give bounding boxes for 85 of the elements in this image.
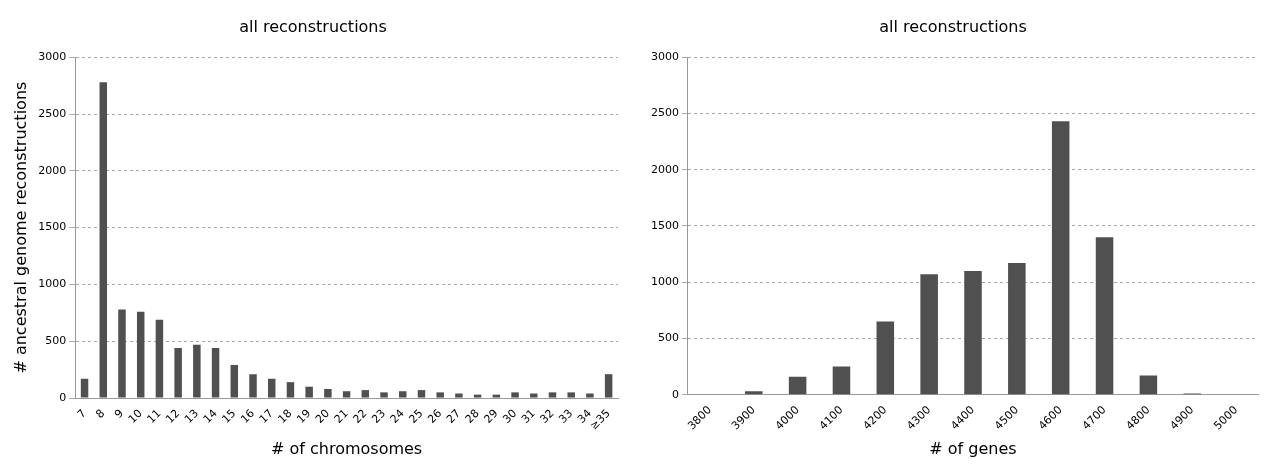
bar bbox=[305, 386, 313, 398]
x-tick-label: 18 bbox=[275, 406, 295, 426]
x-tick-label: 28 bbox=[462, 406, 482, 426]
bar bbox=[380, 392, 388, 398]
x-tick-label: 26 bbox=[425, 406, 445, 426]
x-tick-label: 27 bbox=[443, 406, 464, 426]
bar bbox=[586, 393, 594, 398]
bar bbox=[193, 344, 201, 398]
y-tick-label: 500 bbox=[45, 334, 67, 348]
bar bbox=[249, 374, 257, 398]
bar bbox=[511, 392, 519, 398]
y-tick-label: 1500 bbox=[38, 220, 67, 234]
chart-title: all reconstructions bbox=[239, 16, 387, 36]
bar bbox=[286, 382, 295, 398]
bar bbox=[473, 394, 482, 398]
x-tick-label: 16 bbox=[238, 406, 258, 426]
x-tick-label: 11 bbox=[144, 406, 164, 426]
y-tick-label: 2000 bbox=[38, 163, 67, 177]
x-tick-label: 7 bbox=[74, 406, 89, 421]
y-tick-label: 3000 bbox=[38, 50, 67, 64]
bar bbox=[417, 390, 426, 398]
x-tick-label: 22 bbox=[350, 406, 370, 426]
bar bbox=[455, 393, 463, 398]
bar bbox=[324, 388, 332, 398]
bar bbox=[920, 274, 938, 395]
bar bbox=[567, 392, 575, 398]
chart-title: all reconstructions bbox=[879, 16, 1027, 36]
x-tick-label: 21 bbox=[331, 406, 351, 426]
bar bbox=[99, 82, 108, 398]
bar bbox=[1051, 121, 1070, 395]
x-tick-label: 30 bbox=[500, 406, 520, 426]
x-tick-label: 24 bbox=[387, 406, 407, 426]
bar bbox=[964, 270, 982, 395]
x-tick-label: 12 bbox=[163, 406, 183, 426]
x-tick-label: 23 bbox=[369, 406, 389, 426]
x-tick-label: 19 bbox=[294, 406, 314, 426]
bar bbox=[604, 374, 613, 398]
x-axis-title: # of chromosomes bbox=[270, 438, 423, 458]
y-tick-label: 500 bbox=[657, 331, 679, 345]
bar bbox=[745, 391, 763, 395]
bar bbox=[136, 311, 145, 398]
bar bbox=[211, 348, 220, 398]
bar bbox=[399, 391, 407, 398]
x-tick-label: 14 bbox=[200, 406, 220, 426]
x-tick-label: 15 bbox=[219, 406, 239, 426]
bar bbox=[342, 391, 351, 398]
bar bbox=[492, 394, 501, 398]
bar bbox=[788, 376, 807, 395]
bar bbox=[548, 392, 557, 398]
y-tick-label: 1000 bbox=[38, 277, 67, 291]
bar bbox=[530, 393, 538, 398]
bar bbox=[1139, 375, 1158, 395]
bar bbox=[1095, 237, 1114, 395]
x-tick-label: 25 bbox=[406, 406, 426, 426]
x-tick-label: 13 bbox=[181, 406, 201, 426]
y-tick-label: 0 bbox=[671, 387, 679, 401]
y-tick-label: 1000 bbox=[650, 275, 679, 289]
x-tick-label: 20 bbox=[312, 406, 333, 426]
y-tick-label: 2000 bbox=[650, 162, 679, 176]
bar bbox=[1008, 263, 1026, 395]
x-tick-label: 32 bbox=[537, 406, 557, 426]
x-tick-label: 8 bbox=[93, 406, 108, 421]
bar bbox=[267, 378, 276, 398]
x-axis-title: # of genes bbox=[929, 438, 1017, 458]
bar bbox=[118, 309, 126, 398]
x-tick-label: 33 bbox=[556, 406, 576, 426]
bar bbox=[436, 392, 444, 398]
bar bbox=[174, 348, 182, 398]
x-tick-label: 31 bbox=[518, 406, 538, 426]
y-tick-label: 0 bbox=[59, 390, 67, 404]
y-tick-label: 2500 bbox=[38, 106, 67, 120]
bar bbox=[230, 365, 239, 398]
bar bbox=[876, 321, 895, 395]
bar bbox=[361, 390, 370, 398]
y-tick-label: 1500 bbox=[650, 218, 679, 232]
bar bbox=[832, 366, 851, 395]
x-tick-label: 10 bbox=[125, 406, 145, 426]
y-tick-label: 3000 bbox=[650, 50, 679, 64]
x-tick-label: 9 bbox=[111, 406, 127, 421]
bar bbox=[80, 378, 89, 398]
x-tick-label: 17 bbox=[256, 406, 276, 426]
y-tick-label: 2500 bbox=[650, 106, 679, 120]
bar bbox=[155, 319, 164, 398]
y-axis-title: # ancestral genome reconstructions bbox=[10, 81, 30, 374]
x-tick-label: 29 bbox=[481, 406, 501, 426]
